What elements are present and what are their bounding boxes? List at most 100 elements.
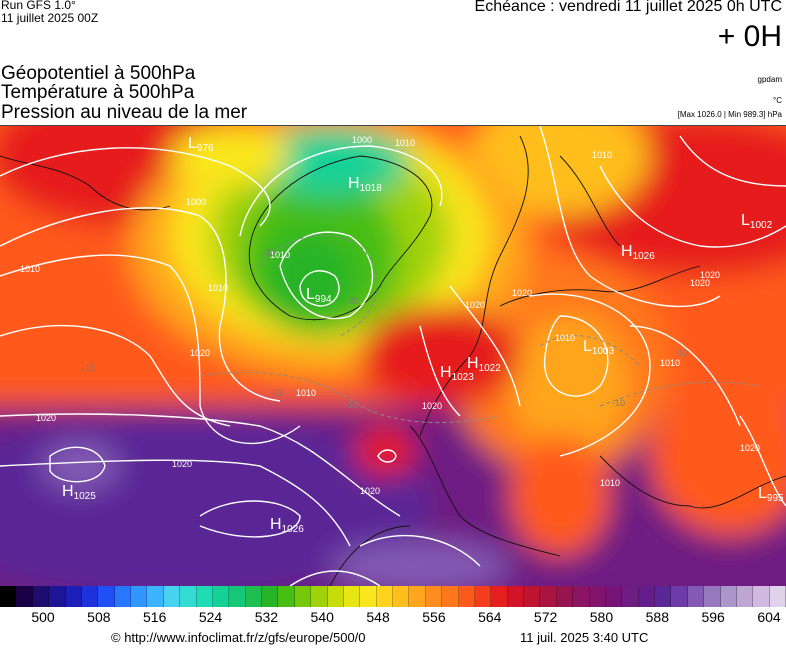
palette-swatch bbox=[360, 586, 377, 607]
palette-swatch bbox=[622, 586, 639, 607]
palette-swatch bbox=[736, 586, 754, 607]
palette-swatch bbox=[605, 586, 623, 607]
svg-text:-10: -10 bbox=[675, 348, 688, 358]
svg-text:1020: 1020 bbox=[690, 278, 710, 288]
svg-text:-15: -15 bbox=[82, 363, 95, 373]
palette-swatch bbox=[769, 586, 786, 607]
low-center: L1003 bbox=[583, 338, 615, 357]
palette-tick-label: 540 bbox=[310, 609, 334, 625]
svg-text:-10: -10 bbox=[345, 400, 358, 410]
title-geopotential: Géopotentiel à 500hPa bbox=[1, 63, 196, 84]
palette-swatch bbox=[196, 586, 213, 607]
palette-swatch bbox=[32, 586, 50, 607]
weather-map: L976 H1018 L994 H1026 L1002 H1023 H1022 … bbox=[0, 125, 786, 587]
palette-swatch bbox=[474, 586, 492, 607]
svg-text:1010: 1010 bbox=[555, 333, 575, 343]
palette-tick-label: 508 bbox=[87, 609, 111, 625]
forecast-horizon: + 0H bbox=[717, 20, 782, 53]
palette-swatch bbox=[442, 586, 459, 607]
palette-swatch bbox=[524, 586, 541, 607]
svg-text:1020: 1020 bbox=[190, 348, 210, 358]
palette-tick-label: 580 bbox=[589, 609, 614, 625]
palette-swatch bbox=[687, 586, 705, 607]
palette-swatch bbox=[425, 586, 443, 607]
palette-swatch bbox=[704, 586, 721, 607]
svg-text:1010: 1010 bbox=[592, 150, 612, 160]
palette-swatch bbox=[114, 586, 131, 607]
palette-swatch bbox=[180, 586, 197, 607]
svg-text:1020: 1020 bbox=[36, 413, 56, 423]
title-temperature: Température à 500hPa bbox=[1, 82, 195, 103]
palette-tick-label: 564 bbox=[478, 609, 502, 625]
high-center: H1026 bbox=[621, 243, 655, 262]
source-url: © http://www.infoclimat.fr/z/gfs/europe/… bbox=[111, 630, 366, 645]
svg-text:1010: 1010 bbox=[270, 250, 290, 260]
map-svg: L976 H1018 L994 H1026 L1002 H1023 H1022 … bbox=[0, 126, 786, 587]
svg-text:1010: 1010 bbox=[395, 138, 415, 148]
palette-swatch bbox=[409, 586, 426, 607]
palette-swatch bbox=[343, 586, 361, 607]
palette-swatch bbox=[393, 586, 410, 607]
palette-swatch bbox=[294, 586, 312, 607]
coastlines bbox=[0, 135, 786, 587]
title-pressure: Pression au niveau de la mer bbox=[1, 102, 248, 123]
svg-text:1020: 1020 bbox=[360, 486, 380, 496]
svg-text:1020: 1020 bbox=[172, 459, 192, 469]
palette-swatch bbox=[245, 586, 262, 607]
svg-text:1010: 1010 bbox=[600, 478, 620, 488]
palette-tick-label: 556 bbox=[422, 609, 446, 625]
svg-text:-20: -20 bbox=[262, 248, 275, 258]
pressure-centers: L976 H1018 L994 H1026 L1002 H1023 H1022 … bbox=[62, 135, 784, 535]
svg-text:1000: 1000 bbox=[186, 197, 206, 207]
palette-swatch bbox=[753, 586, 770, 607]
svg-text:1010: 1010 bbox=[20, 264, 40, 274]
high-center: H1023 bbox=[440, 364, 474, 383]
svg-text:1010: 1010 bbox=[208, 283, 228, 293]
palette-tick-label: 596 bbox=[701, 609, 725, 625]
palette-swatch bbox=[671, 586, 688, 607]
low-center: L976 bbox=[188, 135, 214, 154]
low-center: L994 bbox=[306, 286, 332, 305]
palette-tick-label: 524 bbox=[198, 609, 223, 625]
palette-swatch bbox=[81, 586, 99, 607]
palette-swatch bbox=[589, 586, 606, 607]
pressure-range: [Max 1026.0 | Min 989.3] hPa bbox=[677, 110, 782, 119]
palette-swatch bbox=[163, 586, 181, 607]
high-center: H1018 bbox=[348, 175, 382, 194]
svg-text:-10: -10 bbox=[612, 398, 625, 408]
palette-swatch bbox=[278, 586, 295, 607]
run-date: 11 juillet 2025 00Z bbox=[1, 11, 99, 25]
svg-text:1020: 1020 bbox=[512, 288, 532, 298]
palette-swatch bbox=[65, 586, 82, 607]
palette-tick-label: 500 bbox=[31, 609, 55, 625]
palette-tick-label: 516 bbox=[143, 609, 167, 625]
isotherms bbox=[199, 235, 761, 424]
isobars bbox=[0, 126, 786, 587]
palette-swatch bbox=[229, 586, 246, 607]
palette-swatch bbox=[327, 586, 344, 607]
palette-swatch bbox=[49, 586, 66, 607]
palette-swatch bbox=[16, 586, 33, 607]
svg-text:-20: -20 bbox=[346, 296, 359, 306]
palette-swatch bbox=[212, 586, 230, 607]
palette-swatch bbox=[147, 586, 164, 607]
color-scale-bar bbox=[0, 586, 786, 607]
low-center: L995 bbox=[758, 485, 784, 504]
palette-swatch bbox=[376, 586, 393, 607]
palette-swatch bbox=[638, 586, 655, 607]
palette-tick-label: 604 bbox=[757, 609, 781, 625]
svg-text:1010: 1010 bbox=[660, 358, 680, 368]
svg-text:1020: 1020 bbox=[465, 300, 485, 310]
palette-tick-label: 548 bbox=[366, 609, 390, 625]
svg-text:-15: -15 bbox=[270, 388, 283, 398]
palette-swatch bbox=[131, 586, 148, 607]
palette-swatch bbox=[573, 586, 590, 607]
temperature-field bbox=[0, 126, 786, 587]
palette-swatch bbox=[556, 586, 574, 607]
run-label: Run GFS 1.0° bbox=[1, 0, 76, 12]
palette-swatch bbox=[507, 586, 524, 607]
high-center: H1022 bbox=[467, 355, 501, 374]
svg-text:1020: 1020 bbox=[700, 270, 720, 280]
echeance-text: Echéance : vendredi 11 juillet 2025 0h U… bbox=[474, 0, 782, 15]
palette-swatch bbox=[0, 586, 17, 607]
